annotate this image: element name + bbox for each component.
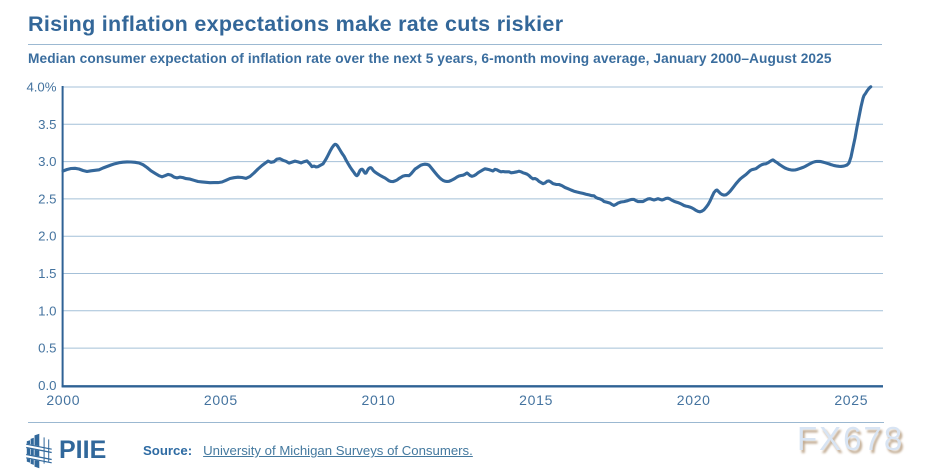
svg-text:2.0: 2.0 [38,229,56,244]
svg-text:0.5: 0.5 [38,341,56,356]
svg-text:0.0: 0.0 [38,378,56,393]
svg-text:2015: 2015 [519,392,553,408]
svg-text:2005: 2005 [204,392,238,408]
svg-text:2000: 2000 [46,392,80,408]
svg-text:4.0%: 4.0% [26,80,56,95]
svg-text:2.5: 2.5 [38,191,56,206]
svg-text:2010: 2010 [362,392,396,408]
svg-text:1.5: 1.5 [38,266,56,281]
svg-text:3.5: 3.5 [38,117,56,132]
svg-text:2025: 2025 [834,392,868,408]
svg-text:2020: 2020 [677,392,711,408]
svg-text:3.0: 3.0 [38,154,56,169]
svg-text:1.0: 1.0 [38,303,56,318]
